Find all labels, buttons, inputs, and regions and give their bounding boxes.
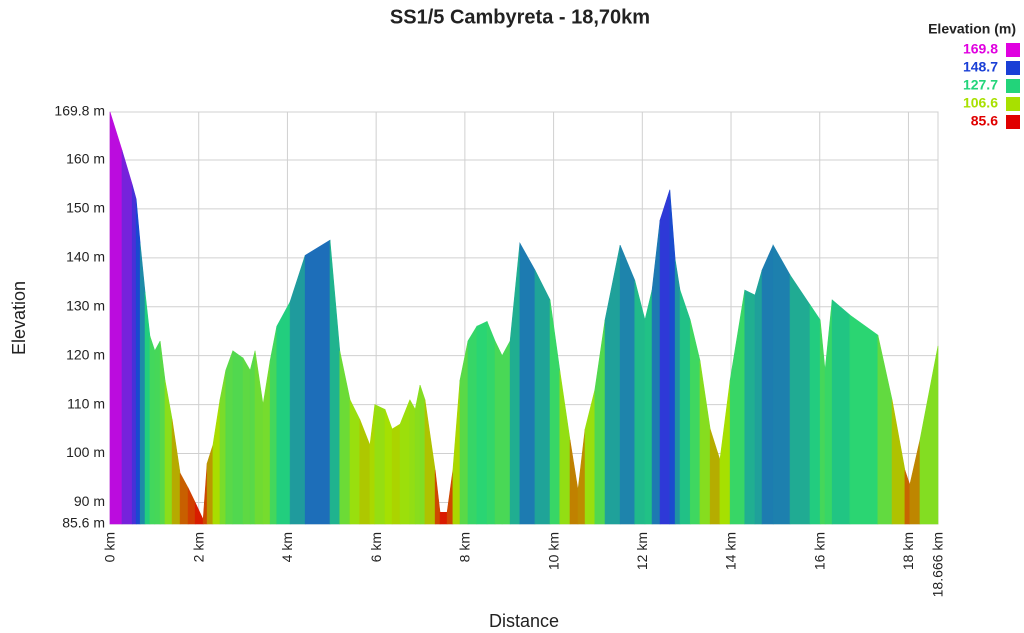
elevation-segment (486, 321, 496, 525)
x-tick-label: 12 km (634, 532, 650, 570)
elevation-segment (789, 273, 811, 525)
elevation-segment (634, 280, 646, 525)
elevation-segment (269, 326, 278, 525)
elevation-segment (494, 340, 503, 525)
x-tick-label: 8 km (457, 532, 473, 562)
elevation-segment (276, 301, 291, 525)
elevation-segment (809, 303, 821, 525)
x-tick-label: 2 km (190, 532, 206, 562)
x-tick-label: 0 km (102, 532, 118, 562)
y-tick-label: 160 m (66, 151, 105, 167)
elevation-segment (232, 350, 244, 525)
elevation-segment (919, 345, 939, 525)
elevation-segment (831, 299, 851, 525)
elevation-segment (619, 244, 636, 525)
x-tick-label: 14 km (723, 532, 739, 570)
elevation-segment (419, 384, 426, 525)
x-tick-label: 18 km (900, 532, 916, 570)
y-tick-label: 100 m (66, 444, 105, 460)
elevation-segment (679, 290, 691, 525)
legend-label: 169.8 (963, 41, 998, 57)
elevation-segment (409, 399, 416, 525)
elevation-segment (644, 290, 653, 525)
elevation-segment (135, 199, 141, 525)
elevation-segment (131, 184, 137, 525)
x-tick-label: 6 km (368, 532, 384, 562)
elevation-segment (761, 244, 774, 525)
elevation-segment (289, 255, 306, 525)
elevation-segment (659, 189, 671, 525)
legend-swatch (1006, 79, 1020, 93)
y-tick-label: 140 m (66, 249, 105, 265)
y-tick-label: 130 m (66, 297, 105, 313)
elevation-segment (754, 269, 763, 525)
elevation-area (109, 111, 939, 525)
x-tick-label: 10 km (545, 532, 561, 570)
elevation-segment (121, 150, 133, 525)
legend-label: 127.7 (963, 77, 998, 93)
y-tick-label: 169.8 m (54, 103, 105, 119)
y-tick-label: 90 m (74, 493, 105, 509)
y-tick-label: 150 m (66, 200, 105, 216)
legend-swatch (1006, 97, 1020, 111)
elevation-segment (439, 511, 448, 525)
elevation-segment (414, 384, 421, 525)
elevation-segment (109, 111, 123, 525)
x-tick-label: 16 km (811, 532, 827, 570)
legend-label: 148.7 (963, 59, 998, 75)
y-tick-label: 85.6 m (62, 515, 105, 531)
elevation-segment (391, 423, 401, 525)
elevation-segment (772, 243, 791, 525)
elevation-segment (374, 404, 386, 525)
elevation-segment (225, 350, 234, 525)
elevation-segment (849, 314, 879, 525)
elevation-segment (467, 325, 478, 525)
elevation-segment (534, 269, 551, 525)
elevation-segment (744, 289, 756, 525)
legend-label: 85.6 (971, 113, 998, 129)
x-tick-label: 18.666 km (930, 532, 946, 597)
y-tick-label: 110 m (67, 395, 105, 411)
elevation-segment (519, 241, 536, 525)
legend-title: Elevation (m) (928, 21, 1016, 37)
legend-swatch (1006, 43, 1020, 57)
chart-title: SS1/5 Cambyreta - 18,70km (390, 6, 650, 28)
y-tick-label: 120 m (66, 346, 105, 362)
legend-swatch (1006, 61, 1020, 75)
elevation-segment (476, 320, 488, 525)
elevation-segment (501, 340, 511, 525)
elevation-segment (139, 243, 146, 525)
elevation-segment (349, 399, 361, 525)
elevation-segment (384, 409, 393, 525)
elevation-segment (149, 336, 156, 525)
elevation-segment (242, 357, 251, 525)
legend-label: 106.6 (963, 95, 998, 111)
y-axis-label: Elevation (9, 281, 29, 355)
x-axis-label: Distance (489, 611, 559, 631)
elevation-segment (154, 340, 161, 525)
elevation-segment (144, 292, 151, 525)
elevation-segment (674, 259, 681, 525)
elevation-segment (249, 350, 256, 525)
legend-swatch (1006, 115, 1020, 129)
elevation-segment (304, 239, 331, 525)
x-tick-label: 4 km (279, 532, 295, 562)
